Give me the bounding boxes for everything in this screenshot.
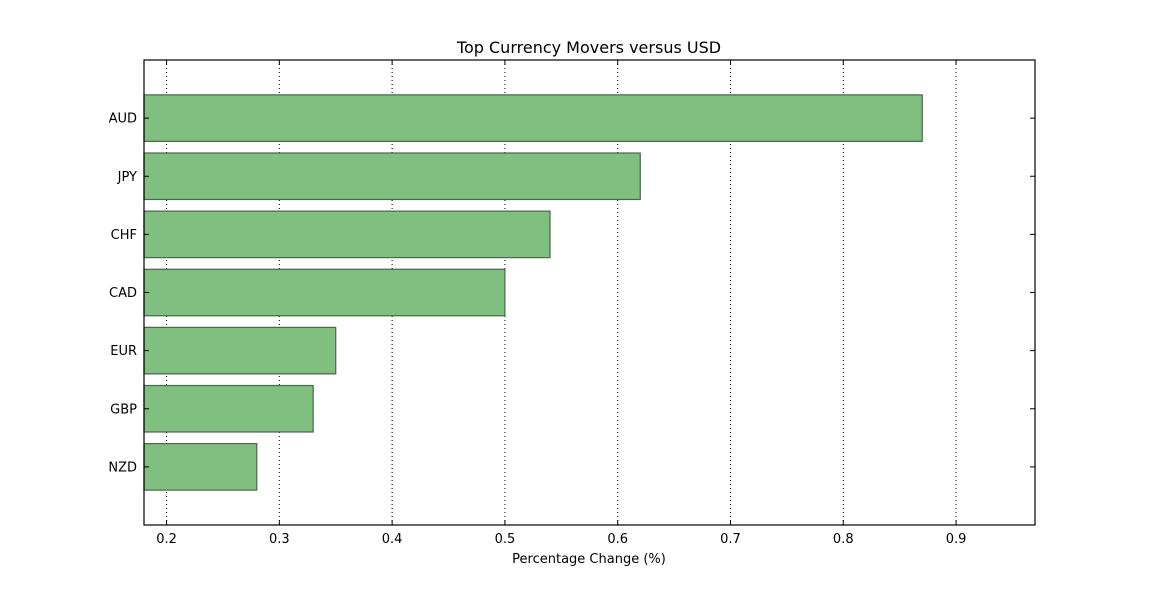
bars: [143, 94, 923, 491]
x-tick-label: 0.7: [720, 532, 741, 547]
x-tick-label: 0.5: [495, 532, 516, 547]
ticks: [144, 60, 1035, 525]
x-tick-label: 0.8: [833, 532, 854, 547]
bar-gbp: [143, 384, 314, 433]
x-tick-label: 0.6: [607, 532, 628, 547]
y-tick-label-eur: EUR: [110, 344, 137, 359]
x-tick-label: 0.4: [382, 532, 403, 547]
y-tick-label-gbp: GBP: [110, 402, 137, 417]
x-tick-label: 0.3: [269, 532, 290, 547]
x-tick-label: 0.2: [156, 532, 177, 547]
bar-eur: [143, 326, 337, 375]
y-tick-label-chf: CHF: [111, 228, 137, 243]
y-tick-label-cad: CAD: [109, 286, 137, 301]
chart-title: Top Currency Movers versus USD: [456, 38, 721, 57]
bar-aud: [143, 94, 923, 142]
y-tick-label-jpy: JPY: [117, 170, 137, 185]
y-tick-label-nzd: NZD: [108, 460, 137, 475]
bar-jpy: [143, 152, 641, 201]
y-tick-labels: AUD JPY CHF CAD EUR GBP NZD: [108, 112, 137, 476]
bar-cad: [143, 268, 506, 317]
bar-nzd: [143, 443, 258, 491]
y-tick-label-aud: AUD: [109, 112, 137, 127]
x-tick-labels: 0.2 0.3 0.4 0.5 0.6 0.7 0.8 0.9: [156, 532, 966, 547]
bar-chf: [143, 210, 551, 259]
x-axis-label: Percentage Change (%): [512, 552, 666, 567]
x-tick-label: 0.9: [946, 532, 967, 547]
